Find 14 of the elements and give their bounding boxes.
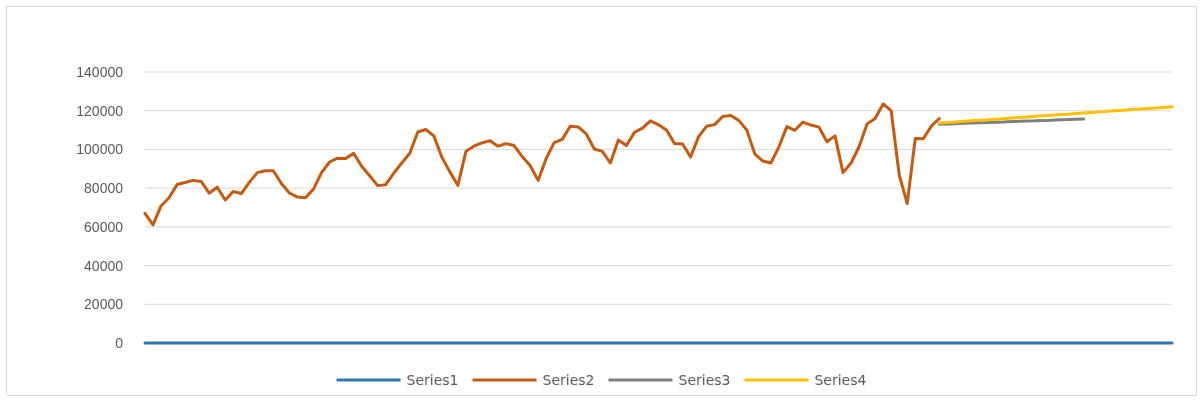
legend-label: Series3 xyxy=(678,372,731,388)
y-tick-label: 80000 xyxy=(84,180,124,197)
line-series xyxy=(143,102,941,227)
y-tick-label: 100000 xyxy=(76,141,124,158)
y-tick-label: 0 xyxy=(115,334,124,351)
y-tick-label: 20000 xyxy=(84,296,124,313)
y-tick-label: 60000 xyxy=(84,218,124,235)
y-tick-label: 40000 xyxy=(84,257,124,274)
y-tick-label: 140000 xyxy=(76,63,124,80)
legend-label: Series1 xyxy=(406,372,459,388)
line-series xyxy=(937,105,1174,125)
legend-label: Series2 xyxy=(542,372,595,388)
legend-label: Series4 xyxy=(814,372,867,388)
y-tick-label: 120000 xyxy=(76,102,124,119)
